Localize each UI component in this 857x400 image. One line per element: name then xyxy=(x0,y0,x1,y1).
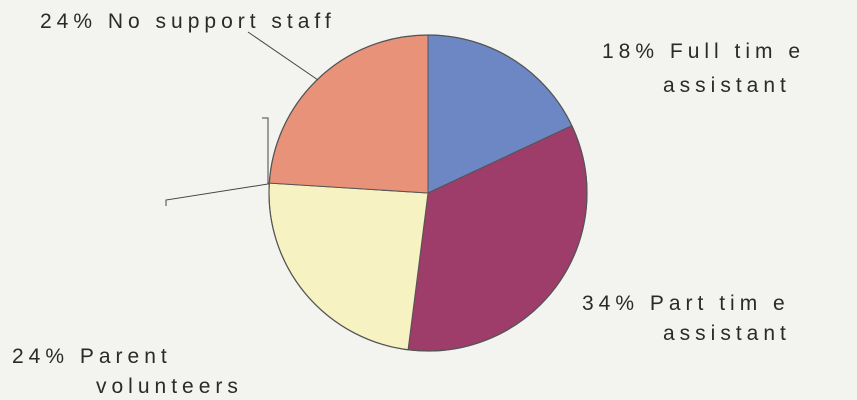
slice-label-no-support-staff-line-1: 24% No support staff xyxy=(40,10,336,33)
slice-label-part-time-assistant-line-1: 34% Part tim e xyxy=(582,292,790,315)
slice-label-part-time-assistant-line-2: assistant xyxy=(663,322,791,345)
leader-line-parent-volunteers xyxy=(165,117,269,206)
slice-label-full-time-assistant-line-2: assistant xyxy=(663,74,791,97)
slice-label-parent-volunteers-line-1: 24% Parent xyxy=(12,345,172,368)
pie-slice-no-support-staff xyxy=(268,34,429,194)
pie-slice-parent-volunteers xyxy=(268,182,429,351)
pie-outline xyxy=(268,34,588,352)
slice-label-full-time-assistant-line-1: 18% Full tim e xyxy=(602,40,805,63)
slice-label-parent-volunteers-line-2: volunteers xyxy=(96,375,243,398)
leader-line-no-support-staff xyxy=(247,31,319,81)
